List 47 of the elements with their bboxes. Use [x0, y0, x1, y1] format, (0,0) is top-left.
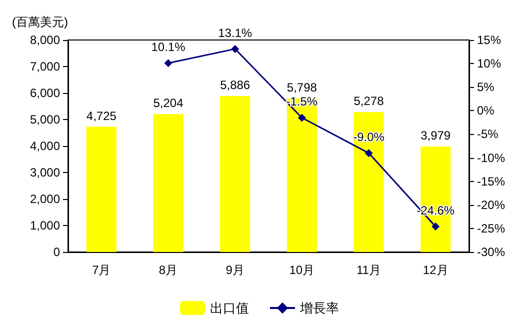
y-tick-label: 8,000 [30, 33, 60, 47]
y2-tick-label: 0% [477, 104, 495, 118]
y-tick-label: 1,000 [30, 218, 60, 232]
data-label: 10.1% [151, 40, 186, 54]
y2-tick-label: 15% [477, 33, 502, 47]
bar [286, 98, 317, 252]
point [231, 44, 240, 53]
x-tick-label: 8月 [158, 263, 178, 277]
bar [86, 126, 116, 252]
y2-tick-label: -5% [477, 127, 499, 142]
x-tick-label: 11月 [356, 263, 381, 277]
y-tick-label: 3,000 [30, 166, 60, 180]
legend-label: 出口值 [210, 300, 249, 316]
point [432, 222, 440, 231]
y2-tick-label: -15% [477, 174, 506, 188]
x-tick-label: 9月 [226, 263, 244, 277]
y-tick-label: 6,000 [30, 86, 60, 100]
y-tick-label: 0 [53, 245, 60, 259]
y-tick-label: 5,000 [30, 112, 60, 126]
x-tick-label: 12月 [422, 263, 448, 277]
bar [153, 114, 184, 252]
y-tick-label: 4,000 [30, 139, 60, 153]
point [164, 59, 172, 68]
point [364, 149, 373, 158]
bar [220, 96, 250, 252]
y-tick-label: 7,000 [30, 60, 60, 74]
data-label: 5,886 [220, 78, 250, 92]
point [298, 114, 306, 122]
data-label: 5,204 [153, 96, 184, 110]
y2-tick-label: -20% [477, 198, 506, 212]
data-label: 3,979 [420, 128, 451, 143]
y-tick-label: 2,000 [30, 192, 60, 206]
data-label: 5,798 [286, 80, 318, 94]
y2-tick-label: 5% [477, 80, 495, 94]
y2-tick-label: -25% [477, 221, 506, 236]
y2-tick-label: -30% [477, 245, 506, 259]
bar [354, 112, 384, 252]
legend-label: 增長率 [299, 300, 339, 316]
data-label: 4,725 [86, 108, 117, 123]
data-label: 5,278 [354, 94, 384, 108]
data-label: 13.1% [218, 26, 252, 40]
x-tick-label: 7月 [92, 263, 111, 277]
y-axis-title: (百萬美元) [12, 15, 68, 29]
y2-tick-label: -10% [477, 150, 506, 165]
x-tick-label: 10月 [289, 263, 315, 277]
data-label: -9.0% [353, 130, 385, 144]
y2-tick-label: 10% [477, 56, 502, 71]
